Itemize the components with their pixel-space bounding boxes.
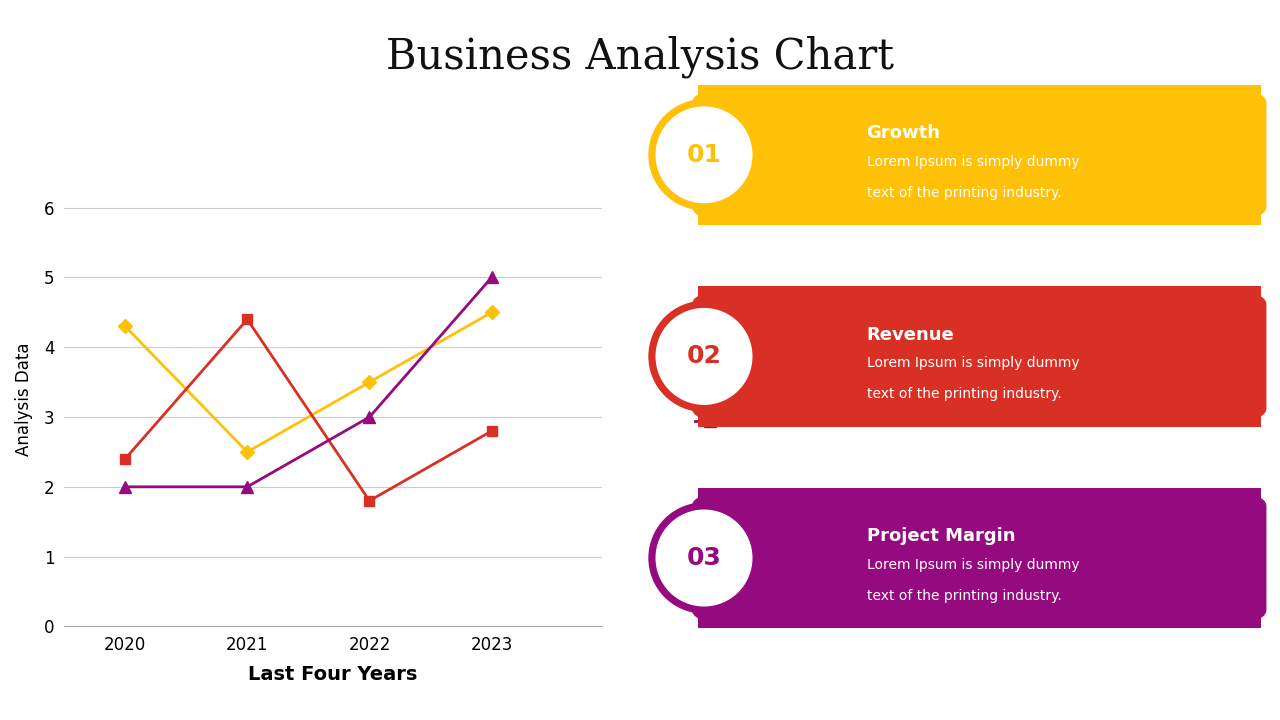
X-axis label: Last Four Years: Last Four Years	[248, 665, 417, 684]
Text: 01: 01	[686, 143, 722, 167]
Text: Lorem Ipsum is simply dummy: Lorem Ipsum is simply dummy	[867, 558, 1079, 572]
Y-axis label: Analysis Data: Analysis Data	[14, 343, 32, 456]
Text: text of the printing industry.: text of the printing industry.	[867, 186, 1061, 199]
Text: text of the printing industry.: text of the printing industry.	[867, 387, 1061, 401]
Text: 03: 03	[686, 546, 722, 570]
Series 2	[362, 497, 378, 505]
Text: 02: 02	[686, 344, 722, 369]
Series 1	[239, 448, 255, 456]
Line: Series 3: Series 3	[119, 272, 497, 492]
Legend: Series 1, Series 2, Series 3: Series 1, Series 2, Series 3	[689, 364, 806, 436]
Series 1	[484, 308, 499, 317]
Series 2	[484, 427, 499, 436]
Series 3	[239, 482, 255, 491]
Circle shape	[649, 503, 759, 613]
Line: Series 1: Series 1	[120, 307, 497, 456]
Series 3	[118, 482, 133, 491]
Circle shape	[657, 309, 751, 404]
Circle shape	[649, 302, 759, 411]
Series 3	[362, 413, 378, 421]
Text: Growth: Growth	[867, 124, 941, 142]
Series 2	[239, 315, 255, 324]
Series 1	[362, 378, 378, 387]
FancyBboxPatch shape	[692, 86, 1266, 224]
Text: Revenue: Revenue	[867, 325, 955, 343]
Text: text of the printing industry.: text of the printing industry.	[867, 589, 1061, 603]
Line: Series 2: Series 2	[120, 315, 497, 505]
FancyBboxPatch shape	[692, 489, 1266, 627]
Text: Lorem Ipsum is simply dummy: Lorem Ipsum is simply dummy	[867, 155, 1079, 168]
Series 2	[118, 454, 133, 463]
Text: Lorem Ipsum is simply dummy: Lorem Ipsum is simply dummy	[867, 356, 1079, 370]
Circle shape	[657, 107, 751, 202]
Text: Project Margin: Project Margin	[867, 527, 1015, 545]
Text: Business Analysis Chart: Business Analysis Chart	[387, 36, 893, 78]
FancyBboxPatch shape	[692, 287, 1266, 426]
Series 1	[118, 322, 133, 330]
Circle shape	[657, 510, 751, 606]
Circle shape	[649, 100, 759, 210]
Series 3	[484, 273, 499, 282]
